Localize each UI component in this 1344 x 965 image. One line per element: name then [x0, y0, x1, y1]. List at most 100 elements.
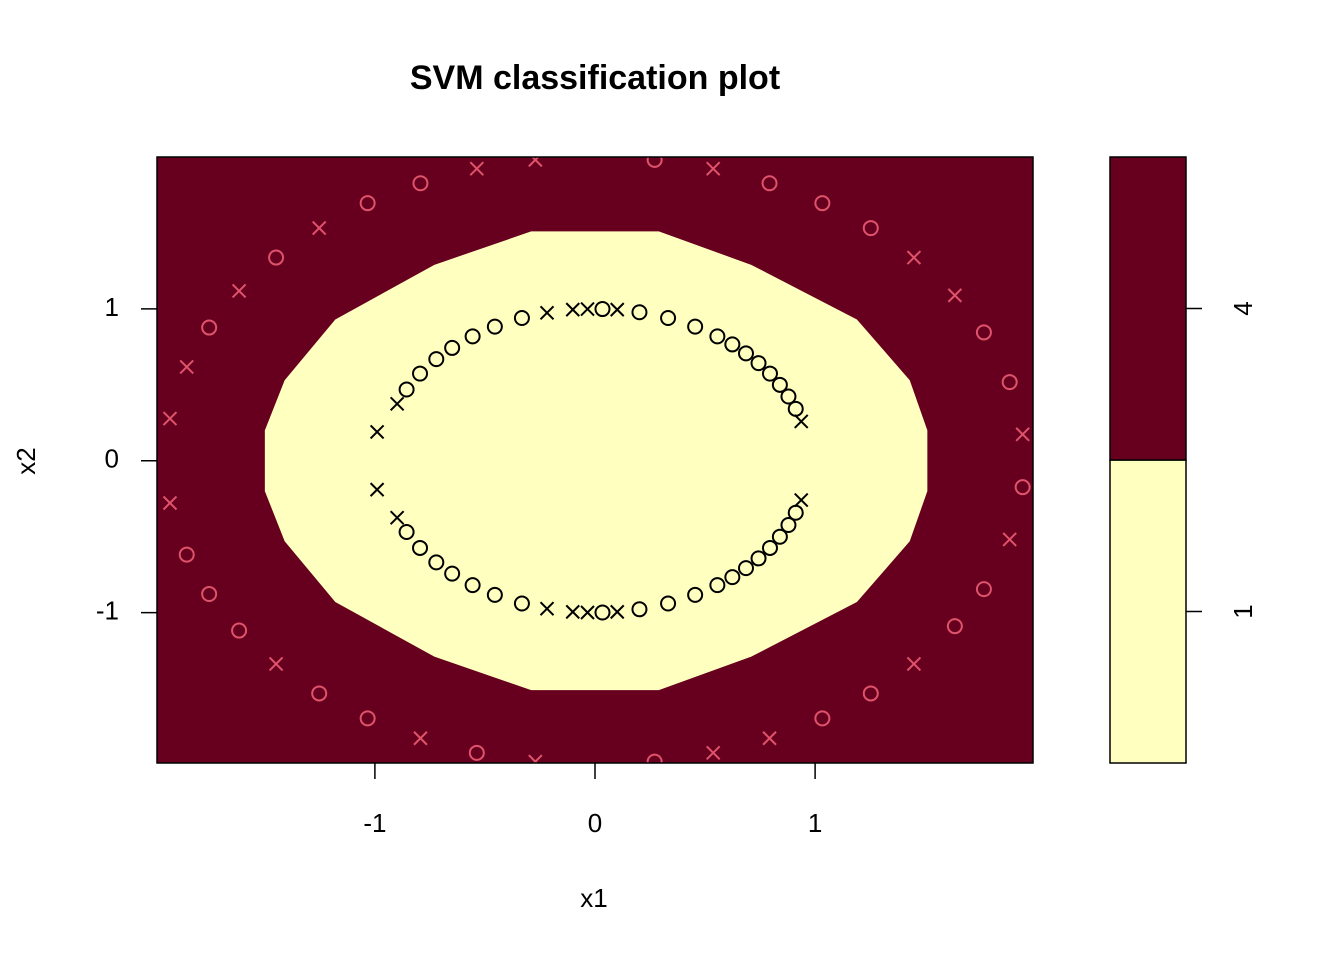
point-cross: [179, 359, 194, 375]
point-circle: [398, 523, 415, 540]
point-circle: [464, 328, 481, 345]
point-cross: [794, 414, 809, 429]
point-cross: [1015, 427, 1030, 442]
point-cross: [794, 492, 809, 508]
point-cross: [369, 424, 385, 440]
y-tick-label: 1: [105, 292, 119, 322]
colorbar-label: 1: [1228, 604, 1258, 618]
point-circle: [201, 319, 218, 336]
point-cross: [610, 302, 625, 317]
point-cross: [469, 161, 485, 176]
point-circle: [631, 304, 648, 321]
point-circle: [444, 565, 461, 582]
x-axis-label: x1: [580, 883, 607, 913]
point-circle: [268, 249, 285, 266]
plot-area: [157, 157, 1033, 763]
point-circle: [201, 585, 218, 602]
point-circle: [687, 586, 704, 603]
point-cross: [580, 301, 595, 317]
point-cross: [162, 411, 178, 426]
point-cross: [947, 288, 963, 303]
point-circle: [975, 324, 992, 341]
point-circle: [646, 157, 663, 168]
point-circle: [761, 175, 778, 192]
point-circle: [594, 604, 611, 621]
point-cross: [906, 656, 922, 672]
point-circle: [359, 195, 376, 212]
point-circle: [178, 546, 195, 563]
point-cross: [389, 396, 405, 412]
point-circle: [771, 528, 788, 545]
point-cross: [610, 604, 625, 620]
point-circle: [1001, 374, 1018, 391]
point-cross: [539, 305, 555, 321]
point-cross: [1002, 532, 1017, 547]
point-cross: [762, 731, 777, 746]
point-cross: [565, 604, 580, 620]
point-cross: [369, 482, 385, 497]
point-circle: [412, 539, 429, 556]
point-cross: [528, 157, 543, 168]
point-circle: [486, 318, 503, 335]
point-circle: [428, 351, 445, 368]
point-circle: [660, 595, 677, 612]
point-circle: [513, 309, 530, 326]
point-circle: [513, 595, 530, 612]
colorbar-swatch: [1109, 156, 1187, 461]
colorbar-label: 4: [1228, 301, 1258, 315]
point-circle: [486, 586, 503, 603]
point-circle: [709, 577, 726, 594]
point-circle: [814, 710, 831, 727]
point-circle: [975, 581, 992, 598]
point-circle: [709, 328, 726, 345]
point-circle: [724, 569, 741, 586]
chart-title: SVM classification plot: [410, 59, 780, 97]
axes: -1 0 1 -1 0 1 1 4: [96, 156, 1258, 838]
x-tick-label: 0: [588, 808, 602, 838]
point-circle: [359, 710, 376, 727]
point-circle: [771, 376, 788, 393]
point-cross: [705, 745, 721, 761]
point-cross: [705, 161, 721, 176]
point-circle: [862, 220, 879, 237]
point-circle: [737, 560, 754, 577]
point-circle: [412, 365, 429, 382]
point-circle: [737, 345, 754, 362]
point-circle: [946, 618, 963, 635]
x-tick-label: -1: [363, 808, 386, 838]
point-circle: [594, 301, 611, 318]
point-cross: [268, 656, 284, 672]
point-circle: [428, 554, 445, 571]
point-cross: [162, 495, 178, 511]
point-circle: [761, 365, 778, 382]
point-cross: [528, 754, 543, 763]
point-circle: [631, 601, 648, 618]
point-circle: [464, 577, 481, 594]
point-circle: [1014, 479, 1031, 496]
point-cross: [906, 250, 922, 265]
point-circle: [761, 539, 778, 556]
point-circle: [231, 622, 248, 639]
point-circle: [780, 388, 797, 405]
point-circle: [780, 517, 797, 534]
y-tick-label: -1: [96, 596, 119, 626]
point-circle: [468, 744, 485, 761]
point-cross: [389, 510, 405, 525]
point-circle: [660, 309, 677, 326]
y-axis-label: x2: [11, 447, 41, 474]
point-cross: [312, 220, 327, 236]
decision-region: [264, 231, 928, 691]
point-cross: [565, 302, 580, 317]
point-circle: [398, 381, 415, 398]
point-cross: [539, 601, 555, 616]
point-circle: [724, 336, 741, 353]
point-cross: [580, 605, 595, 620]
x-tick-label: 1: [808, 808, 822, 838]
point-cross: [413, 731, 428, 746]
point-circle: [646, 753, 663, 763]
point-circle: [412, 175, 429, 192]
point-circle: [750, 355, 767, 372]
point-circle: [311, 685, 328, 702]
point-circle: [862, 685, 879, 702]
point-circle: [687, 318, 704, 335]
